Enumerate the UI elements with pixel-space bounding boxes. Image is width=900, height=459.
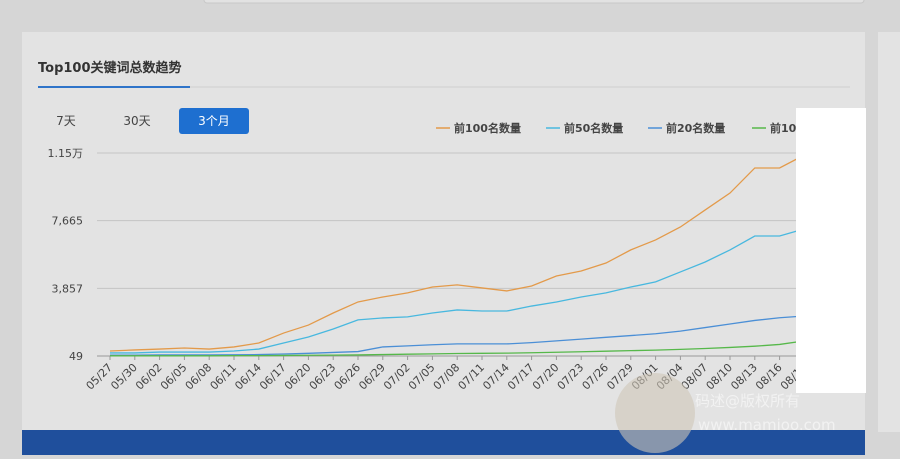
legend-label[interactable]: 前100名数量 [454,121,521,135]
series-line [110,340,805,357]
card [22,32,865,432]
y-tick-label: 7,665 [52,215,84,228]
highlight-patch [796,108,866,393]
tab-active-bg [179,108,249,134]
legend-label[interactable]: 前20名数量 [666,121,725,135]
tab[interactable]: 30天 [123,114,150,128]
banner[interactable] [22,430,865,455]
y-tick-label: 49 [69,350,83,363]
search-box[interactable] [203,0,865,4]
legend-label[interactable]: 前50名数量 [564,121,623,135]
y-tick-label: 1.15万 [48,147,84,160]
series-line [110,315,805,356]
tab[interactable]: 3个月 [198,114,230,128]
tab[interactable]: 7天 [56,114,76,128]
card-title: Top100关键词总数趋势 [38,60,182,76]
side-card [878,32,900,432]
y-tick-label: 3,857 [52,282,84,295]
watermark-avatar [615,373,695,453]
series-line [110,228,805,354]
watermark-text: 码述@版权所有 [695,392,800,410]
watermark-url: www.mamioo.com [698,416,836,434]
tabs: 7天 30天 3个月 [56,108,249,134]
series-line [109,154,805,352]
